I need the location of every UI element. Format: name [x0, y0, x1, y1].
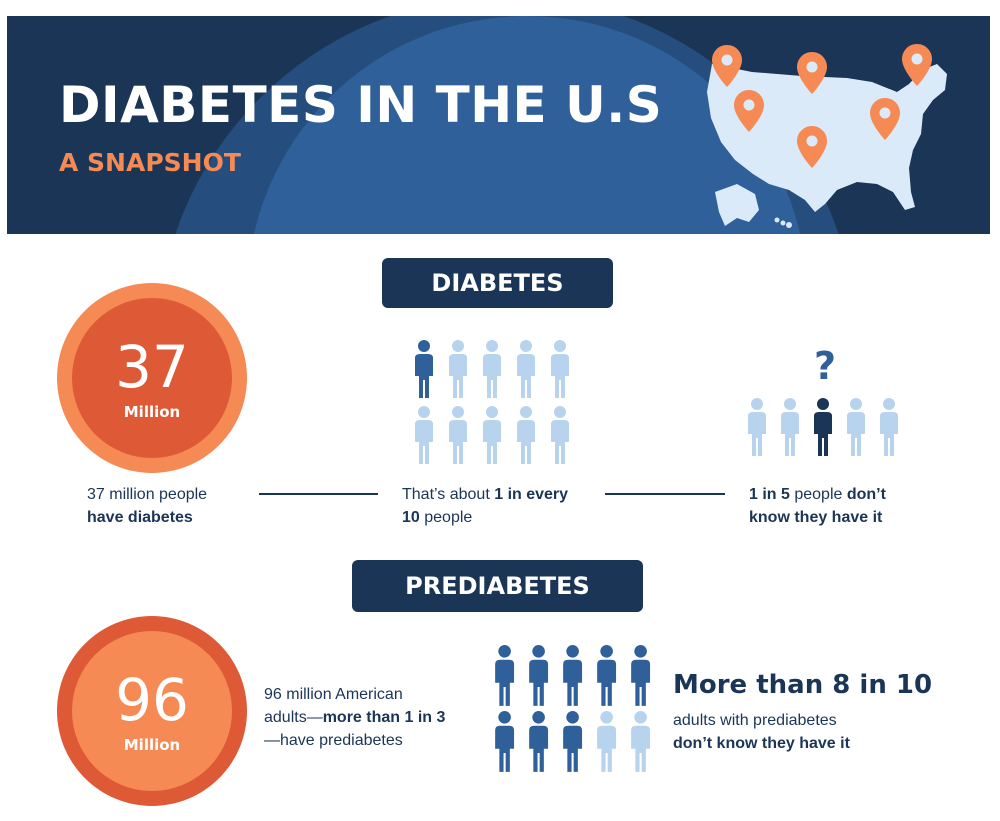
person-icon — [563, 711, 583, 772]
person-icon — [814, 398, 832, 456]
person-icon — [880, 398, 898, 456]
person-icon — [517, 406, 535, 464]
location-pin-icon — [734, 90, 764, 132]
diabetes-ratio-text: That’s about 1 in every 10 people — [402, 483, 602, 529]
section-label-diabetes: DIABETES — [382, 258, 613, 308]
us-map-icon — [707, 44, 947, 228]
person-icon — [483, 340, 501, 398]
person-icon — [449, 340, 467, 398]
location-pin-icon — [712, 45, 742, 87]
diabetes-unaware-text: 1 in 5 people don’t know they have it — [749, 483, 949, 529]
person-icon — [551, 340, 569, 398]
hawaii-shape — [774, 217, 792, 228]
person-icon — [483, 406, 501, 464]
ratio-people-icons — [415, 340, 569, 464]
prediabetes-count-number: 96 — [115, 666, 189, 734]
unaware-people-icons — [748, 398, 898, 456]
person-icon — [415, 340, 433, 398]
person-icon — [495, 645, 515, 706]
person-icon — [748, 398, 766, 456]
person-icon — [449, 406, 467, 464]
page-title: DIABETES IN THE U.S — [59, 76, 663, 134]
alaska-shape — [715, 184, 759, 226]
unaware-text-part2: people — [789, 486, 847, 503]
diabetes-count-line2: have diabetes — [87, 509, 193, 526]
diabetes-count-number: 37 — [115, 333, 189, 401]
connector-line — [605, 493, 725, 495]
location-pin-icon — [902, 44, 932, 86]
location-pin-icon — [797, 52, 827, 94]
ratio-text-part1: That’s about — [402, 486, 495, 503]
person-icon — [551, 406, 569, 464]
prediabetes-stat-text: adults with prediabetes don’t know they … — [673, 709, 943, 755]
section-label-prediabetes: PREDIABETES — [352, 560, 643, 612]
prediabetes-stat-line2: don’t know they have it — [673, 735, 850, 752]
connector-line — [259, 493, 378, 495]
person-icon — [517, 340, 535, 398]
ratio-text-part2: 1 in every — [494, 486, 569, 503]
prediabetes-count-inner: 96 Million — [72, 631, 232, 791]
diabetes-count-unit: Million — [123, 403, 181, 421]
prediabetes-stat-heading: More than 8 in 10 — [673, 670, 933, 700]
person-icon — [631, 645, 651, 706]
diabetes-count-line1: 37 million people — [87, 486, 208, 503]
person-icon — [847, 398, 865, 456]
prediabetes-count-text: 96 million American adults—more than 1 i… — [264, 683, 474, 752]
prediabetes-stat-line1: adults with prediabetes — [673, 712, 837, 729]
person-icon — [597, 645, 617, 706]
unaware-text-part1: 1 in 5 — [749, 486, 790, 503]
prediabetes-count-line3: —have prediabetes — [264, 732, 403, 749]
person-icon — [597, 711, 617, 772]
question-mark-icon: ? — [813, 344, 837, 388]
person-icon — [563, 645, 583, 706]
prediabetes-people-icons — [495, 645, 651, 772]
ratio-text-part4: people — [419, 509, 473, 526]
unaware-text-part3: don’t — [846, 486, 886, 503]
ratio-text-part3: 10 — [402, 509, 420, 526]
person-icon — [415, 406, 433, 464]
prediabetes-count-line2b: more than 1 in 3 — [322, 709, 446, 726]
location-pin-icon — [870, 98, 900, 140]
person-icon — [781, 398, 799, 456]
person-icon — [529, 711, 549, 772]
person-icon — [631, 711, 651, 772]
prediabetes-count-line1: 96 million American — [264, 686, 403, 703]
diabetes-count-inner: 37 Million — [72, 298, 232, 458]
page-subtitle: A SNAPSHOT — [59, 148, 241, 177]
location-pins — [712, 44, 932, 168]
unaware-text-part4: know they have it — [749, 509, 883, 526]
diabetes-count-text: 37 million people have diabetes — [87, 483, 257, 529]
location-pin-icon — [797, 126, 827, 168]
prediabetes-count-unit: Million — [123, 736, 181, 754]
person-icon — [495, 711, 515, 772]
prediabetes-count-line2a: adults— — [264, 709, 323, 726]
header-banner: DIABETES IN THE U.S A SNAPSHOT — [7, 16, 990, 234]
person-icon — [529, 645, 549, 706]
